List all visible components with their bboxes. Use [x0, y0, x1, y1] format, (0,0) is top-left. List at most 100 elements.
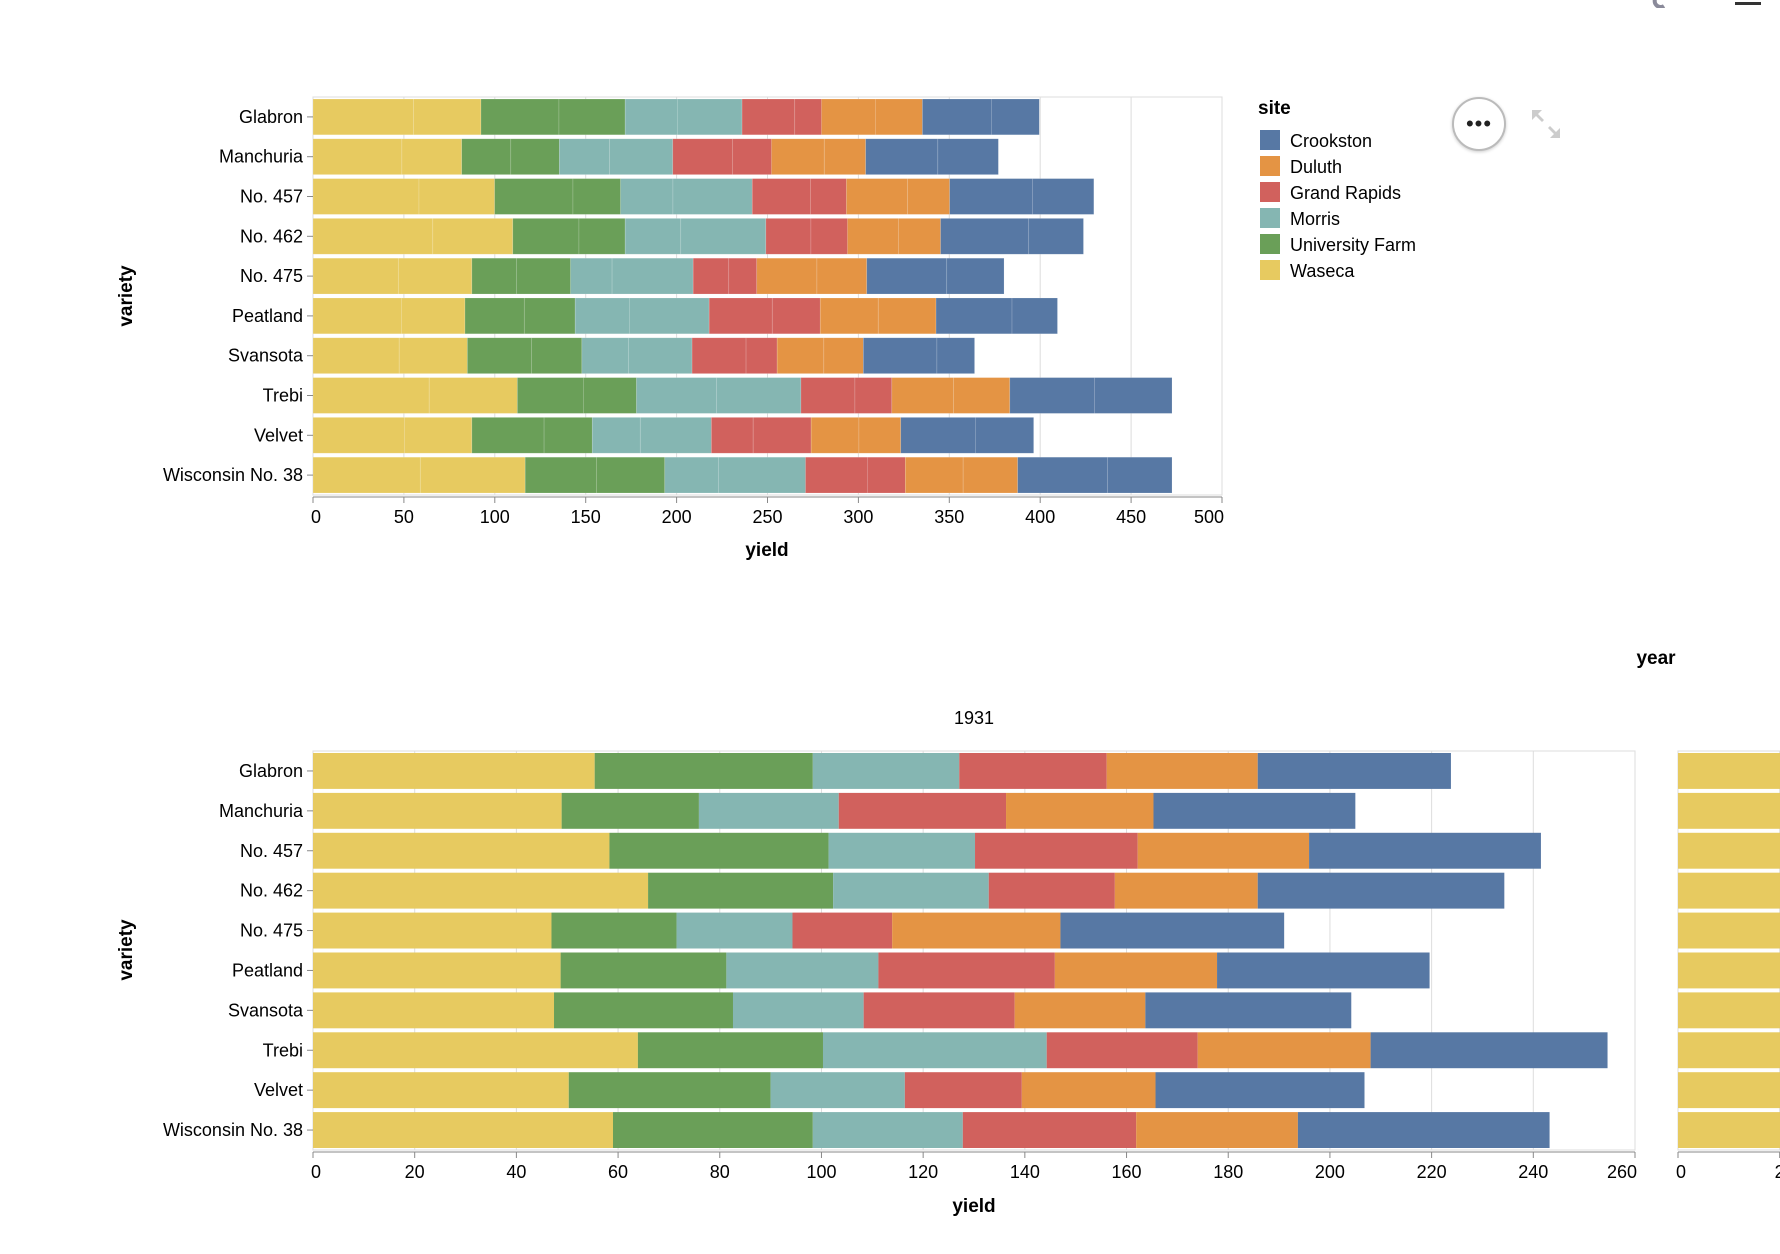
- x-tick-label: 450: [1116, 507, 1146, 527]
- y-tick-label: Trebi: [263, 1040, 303, 1060]
- bar-morris-1931: [828, 832, 976, 869]
- x-tick-label: 0: [311, 1162, 321, 1182]
- top-x-axis-title: yield: [745, 540, 788, 561]
- bar-waseca-1931: [312, 377, 430, 414]
- x-tick-label: 40: [506, 1162, 526, 1182]
- actions-menu-button[interactable]: •••: [1452, 97, 1506, 151]
- bar-duluth-1931: [776, 337, 825, 374]
- bar-morris-1932: [716, 377, 802, 414]
- bar-morris-1932: [680, 218, 767, 255]
- bar-duluth-1932: [823, 337, 864, 374]
- x-tick-label: 140: [1010, 1162, 1040, 1182]
- bar-duluth-1931: [891, 377, 954, 414]
- x-tick-label: 100: [480, 507, 510, 527]
- bar-university-farm-1932: [572, 178, 621, 215]
- bar-grand-rapids-1931: [741, 98, 796, 136]
- bar-grand-rapids-1931: [962, 1112, 1137, 1149]
- y-tick-label: No. 475: [240, 921, 303, 941]
- bar-waseca-1932: [401, 297, 466, 335]
- bar-duluth-1932: [962, 456, 1018, 494]
- bar-crookston-1931: [1153, 792, 1356, 829]
- bar-duluth-1931: [1106, 752, 1258, 789]
- legend-label: Duluth: [1290, 157, 1342, 177]
- bar-morris-1931: [770, 1072, 905, 1109]
- link-icon[interactable]: [1652, 0, 1668, 8]
- y-tick-label: No. 462: [240, 881, 303, 901]
- bar-waseca-1931: [312, 257, 399, 295]
- bar-waseca-1931: [312, 138, 403, 175]
- plot-frame: [312, 96, 1223, 496]
- x-tick-label: 2: [1775, 1162, 1780, 1182]
- legend-label: Morris: [1290, 209, 1340, 229]
- hamburger-menu-icon[interactable]: [1735, 2, 1761, 5]
- bar-duluth-1932: [953, 377, 1011, 414]
- bar-duluth-1931: [1006, 792, 1154, 829]
- bar-morris-1932: [629, 297, 710, 335]
- bar-duluth-1931: [892, 912, 1061, 949]
- bar-waseca-1931: [312, 98, 415, 136]
- bar-university-farm-1931: [471, 257, 517, 295]
- bar-crookston-1932: [991, 98, 1040, 136]
- bar-duluth-1932: [898, 218, 941, 255]
- bar-university-farm-1931: [648, 872, 834, 909]
- bar-morris-1932: [639, 417, 712, 454]
- bar-morris-1931: [591, 417, 641, 454]
- bar-grand-rapids-1932: [810, 218, 848, 255]
- bar-morris-1932: [609, 138, 674, 175]
- bar-university-farm-1932: [558, 98, 626, 136]
- y-tick-label: Glabron: [239, 761, 303, 781]
- bar-waseca-1932: [1678, 872, 1780, 909]
- plot-frame: [312, 750, 1636, 1151]
- y-tick-label: Trebi: [263, 386, 303, 406]
- y-tick-label: No. 457: [240, 187, 303, 207]
- expand-icon[interactable]: [1530, 108, 1562, 140]
- bar-grand-rapids-1931: [1046, 1032, 1198, 1069]
- bar-waseca-1931: [312, 218, 434, 255]
- x-tick-label: 240: [1518, 1162, 1548, 1182]
- bar-duluth-1931: [821, 98, 876, 136]
- bar-grand-rapids-1931: [863, 992, 1015, 1029]
- bar-crookston-1931: [935, 297, 1013, 335]
- y-tick-label: Svansota: [228, 346, 304, 366]
- bar-duluth-1931: [1197, 1032, 1371, 1069]
- bar-crookston-1931: [940, 218, 1030, 255]
- bar-crookston-1932: [1028, 218, 1084, 255]
- bar-duluth-1931: [847, 218, 899, 255]
- bar-duluth-1931: [1021, 1072, 1156, 1109]
- bar-morris-1932: [611, 257, 694, 295]
- bar-university-farm-1932: [583, 377, 637, 414]
- bar-morris-1931: [833, 872, 989, 909]
- bar-grand-rapids-1931: [792, 912, 893, 949]
- bar-waseca-1932: [419, 456, 526, 494]
- bar-waseca-1932: [413, 98, 482, 136]
- bar-grand-rapids-1932: [771, 297, 821, 335]
- bar-university-farm-1931: [512, 218, 580, 255]
- bar-duluth-1931: [1014, 992, 1146, 1029]
- bar-morris-1931: [676, 912, 793, 949]
- bar-crookston-1931: [1257, 752, 1451, 789]
- bar-waseca-1932: [401, 138, 463, 175]
- bar-duluth-1931: [771, 138, 825, 175]
- legend-swatch: [1260, 182, 1280, 202]
- bar-waseca-1932: [404, 417, 473, 454]
- bar-crookston-1931: [1017, 456, 1108, 494]
- bar-grand-rapids-1931: [692, 257, 730, 295]
- bar-waseca-1932: [1678, 952, 1780, 989]
- legend-label: Grand Rapids: [1290, 183, 1401, 203]
- legend-label: Waseca: [1290, 261, 1355, 281]
- bar-morris-1931: [620, 178, 674, 215]
- bottom-x-axis-title: yield: [952, 1196, 995, 1217]
- bar-waseca-1932: [397, 257, 473, 295]
- bar-waseca-1931: [312, 178, 420, 215]
- bar-waseca-1932: [418, 178, 495, 215]
- bar-crookston-1931: [1297, 1112, 1550, 1149]
- x-tick-label: 200: [1315, 1162, 1345, 1182]
- bar-university-farm-1931: [494, 178, 574, 215]
- bar-morris-1931: [574, 297, 630, 335]
- bar-crookston-1931: [1060, 912, 1285, 949]
- bar-crookston-1931: [1309, 832, 1541, 869]
- bar-university-farm-1931: [568, 1072, 771, 1109]
- bar-crookston-1931: [865, 138, 939, 175]
- plot-frame: [1677, 750, 1780, 1151]
- legend-swatch: [1260, 208, 1280, 228]
